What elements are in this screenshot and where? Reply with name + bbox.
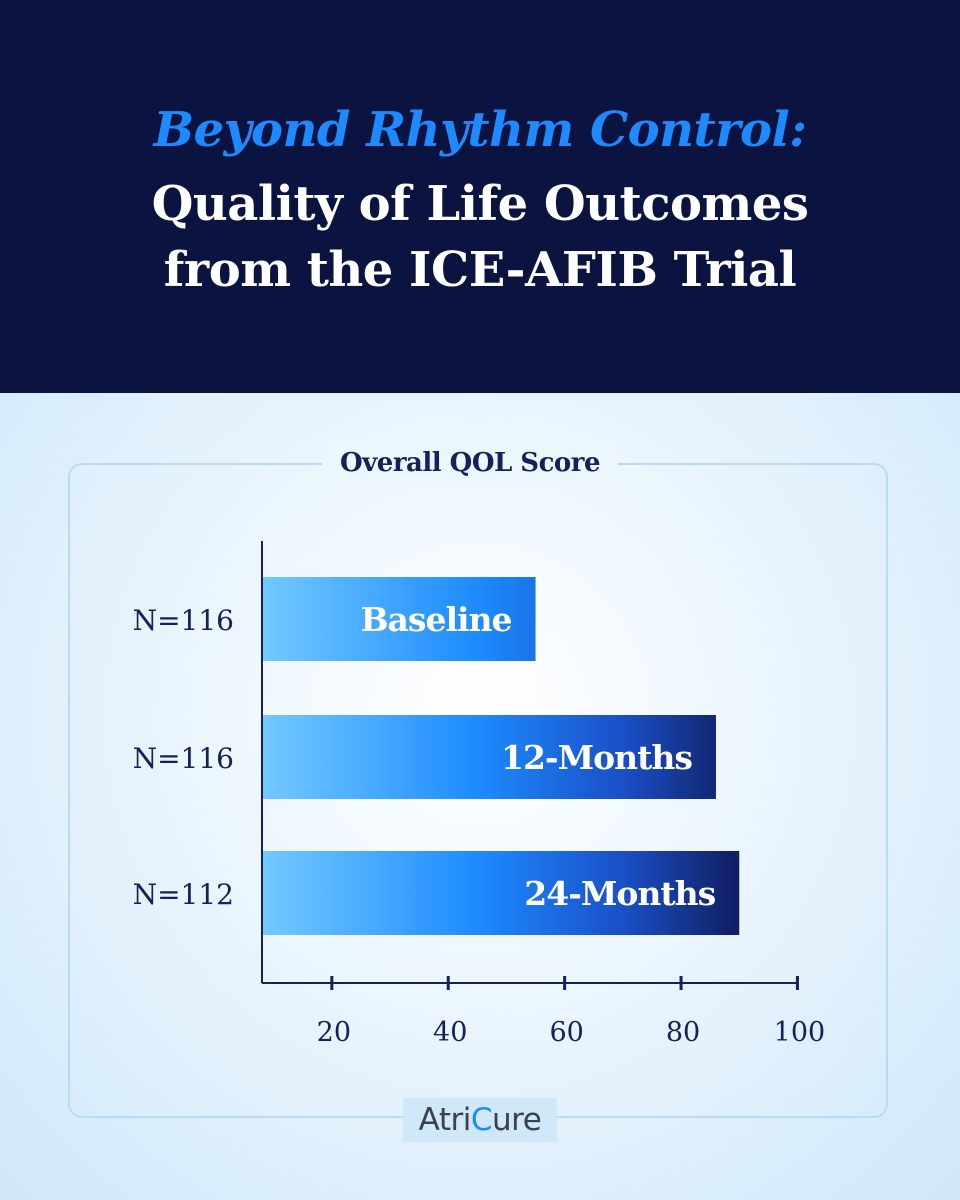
sample-size-label: N=116 xyxy=(133,742,234,775)
title-line-3: from the ICE-AFIB Trial xyxy=(163,242,797,298)
chart-title: Overall QOL Score xyxy=(322,441,618,485)
title-line-1: Beyond Rhythm Control: xyxy=(153,102,807,158)
logo-c-mark-icon: C xyxy=(470,1102,493,1138)
bar-label: 24-Months xyxy=(524,874,715,913)
logo-text-start: Atri xyxy=(418,1102,472,1138)
sample-size-label: N=116 xyxy=(133,604,234,637)
bar-chart: Baseline N=116 12-Months N=116 24-Months N=11… xyxy=(133,541,826,1048)
bar-label: 12-Months xyxy=(501,738,692,777)
bar-label: Baseline xyxy=(361,600,512,639)
x-tick-label: 20 xyxy=(317,1017,351,1048)
logo-text: AtriCure xyxy=(402,1098,558,1142)
sample-size-label: N=112 xyxy=(133,878,234,911)
x-tick-label: 60 xyxy=(549,1017,583,1048)
chart-panel: Baseline N=116 12-Months N=116 24-Months N=11… xyxy=(0,393,960,1200)
x-tick-label: 100 xyxy=(774,1017,826,1048)
bar-baseline xyxy=(262,577,536,661)
header-banner: Beyond Rhythm Control: Quality of Life O… xyxy=(0,0,960,393)
bar-24-months xyxy=(262,851,740,935)
logo-text-end: ure xyxy=(492,1102,542,1138)
x-tick-label: 40 xyxy=(433,1017,467,1048)
x-tick-label: 80 xyxy=(666,1017,700,1048)
chart-title-wrap: Overall QOL Score xyxy=(300,441,640,485)
bar-12-months xyxy=(262,715,716,799)
brand-logo: AtriCure xyxy=(370,1098,590,1142)
title-line-2: Quality of Life Outcomes xyxy=(151,176,809,232)
